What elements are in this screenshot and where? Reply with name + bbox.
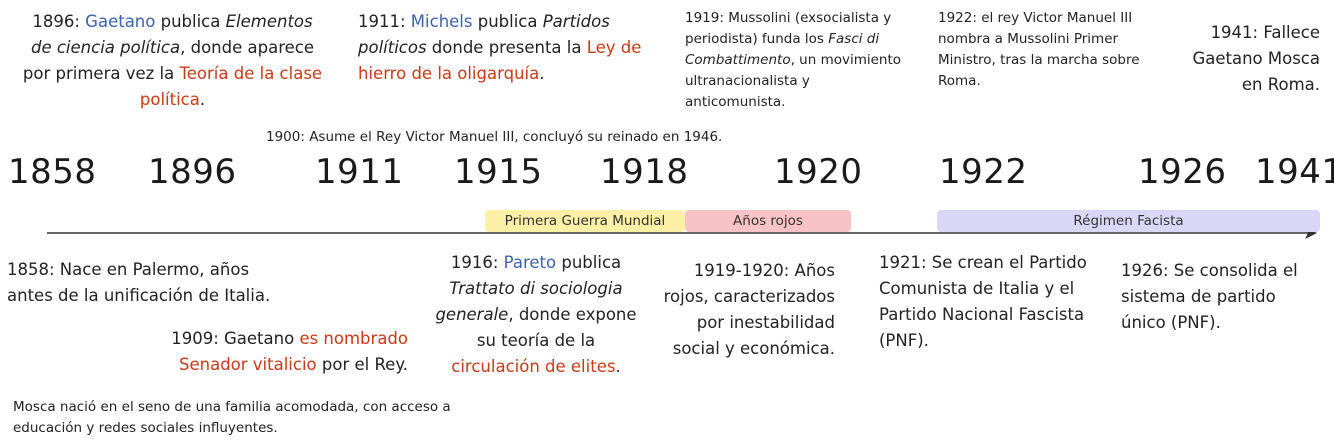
event-1916-text-2: , donde expone su teoría de la (476, 305, 637, 350)
event-1911-book-title: Partidos políticos (358, 12, 610, 57)
event-1911-year: 1911: (358, 12, 411, 31)
band-wwi: Primera Guerra Mundial (485, 210, 685, 232)
year-1915: 1915 (454, 152, 543, 192)
event-1909-senator: es nombrado Senador vitalicio (179, 329, 408, 374)
event-1858: 1858: Nace en Palermo, años antes de la … (7, 260, 271, 305)
event-1941: 1941: Fallece Gaetano Mosca en Roma. (1192, 23, 1320, 94)
event-1916-book-title: Trattato di sociologia generale (435, 279, 623, 324)
event-1896-text: publica (155, 12, 226, 31)
event-1916-period: . (615, 357, 621, 376)
event-1911-text: publica (472, 12, 543, 31)
year-1920: 1920 (774, 152, 863, 192)
event-1919-1920: 1919-1920: Años rojos, caracterizados po… (663, 261, 835, 358)
event-1919-text-2: , un movimiento ultranacionalista y anti… (685, 52, 902, 110)
mosca-family-note: Mosca nació en el seno de una familia ac… (13, 399, 451, 436)
event-1911: 1911: Michels publica Partidos políticos… (358, 9, 650, 87)
event-1919-text: 1919: Mussolini (exsocialista y periodis… (685, 10, 892, 47)
event-1916-text: publica (556, 253, 622, 272)
event-1919-fasci: Fasci di Combattimento (685, 31, 880, 68)
year-1911: 1911 (315, 152, 404, 192)
event-1896-book-title: Elementos de ciencia política (30, 12, 313, 57)
event-1911-iron-law: Ley de hierro de la oligarquía (358, 38, 642, 83)
event-1916-elite-circulation: circulación de elites (451, 357, 616, 376)
event-1911-period: . (539, 64, 545, 83)
event-1919: 1919: Mussolini (exsocialista y periodis… (685, 8, 913, 113)
event-1911-text-2: donde presenta la (426, 38, 587, 57)
year-1858: 1858 (8, 152, 97, 192)
year-1922: 1922 (939, 152, 1028, 192)
event-1896-year: 1896: (32, 12, 86, 31)
event-1921: 1921: Se crean el Partido Comunista de I… (879, 253, 1087, 350)
event-1900: 1900: Asume el Rey Victor Manuel III, co… (266, 129, 723, 145)
event-1896-theory: Teoría de la clase política (139, 64, 323, 109)
event-1909: 1909: Gaetano es nombrado Senador vitali… (160, 326, 408, 378)
event-1926: 1926: Se consolida el sistema de partido… (1121, 261, 1298, 332)
event-1909-text-2: por el Rey. (316, 355, 408, 374)
year-1926: 1926 (1138, 152, 1227, 192)
year-1918: 1918 (600, 152, 689, 192)
event-1916-year: 1916: (450, 253, 504, 272)
event-1911-author: Michels (410, 12, 473, 31)
event-1896: 1896: Gaetano publica Elementos de cienc… (20, 9, 325, 113)
band-red-years: Años rojos (685, 210, 851, 232)
event-1896-text-2: , donde aparece por primera vez la (22, 38, 314, 83)
year-1896: 1896 (148, 152, 237, 192)
event-1916: 1916: Pareto publica Trattato di sociolo… (430, 250, 642, 380)
event-1916-author: Pareto (503, 253, 557, 272)
event-1896-author: Gaetano (85, 12, 156, 31)
event-1909-text: 1909: Gaetano (171, 329, 300, 348)
event-1922: 1922: el rey Victor Manuel III nombra a … (938, 10, 1140, 89)
band-fascist-regime: Régimen Facista (937, 210, 1320, 232)
year-1941: 1941 (1255, 152, 1334, 192)
event-1896-period: . (199, 90, 206, 109)
